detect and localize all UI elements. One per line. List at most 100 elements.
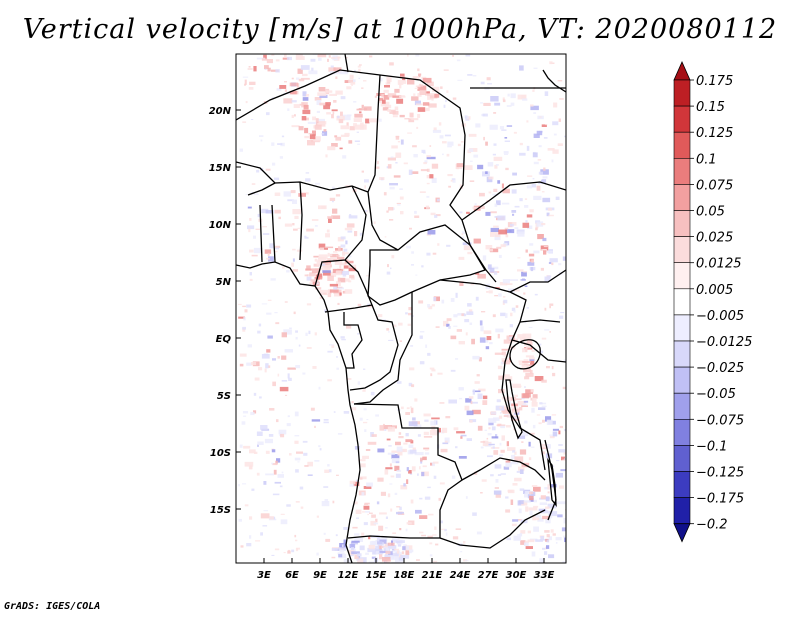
field-cell xyxy=(546,539,550,543)
field-cell xyxy=(450,179,454,182)
field-cell xyxy=(419,191,426,193)
field-cell xyxy=(419,497,423,500)
field-cell xyxy=(383,425,392,430)
field-cell xyxy=(485,346,490,350)
field-cell xyxy=(323,419,329,421)
field-cell xyxy=(511,523,517,527)
field-cell xyxy=(406,407,410,410)
field-cell xyxy=(494,216,502,218)
field-cell xyxy=(533,505,539,508)
field-cell xyxy=(356,108,362,111)
field-cell xyxy=(394,492,398,495)
field-cell xyxy=(505,496,509,499)
field-cell xyxy=(369,118,378,123)
field-cell xyxy=(316,273,323,279)
field-cell xyxy=(530,104,534,107)
field-cell xyxy=(393,175,401,178)
field-cell xyxy=(540,536,544,540)
field-cell xyxy=(502,296,506,298)
field-cell xyxy=(526,145,530,151)
field-cell xyxy=(415,509,422,514)
field-cell xyxy=(307,461,313,467)
field-cell xyxy=(396,506,401,508)
field-cell xyxy=(526,346,532,349)
field-cell xyxy=(386,210,389,213)
field-cell xyxy=(491,426,496,431)
field-cell xyxy=(540,267,544,271)
field-cell xyxy=(533,133,540,138)
field-cell xyxy=(563,452,566,455)
field-cell xyxy=(328,469,332,473)
field-cell xyxy=(550,515,553,519)
field-cell xyxy=(456,163,464,168)
field-cell xyxy=(318,121,327,125)
field-cell xyxy=(496,246,502,249)
field-cell xyxy=(521,271,527,277)
field-cell xyxy=(531,407,535,413)
field-cell xyxy=(538,508,547,512)
field-cell xyxy=(396,202,401,204)
field-cell xyxy=(364,179,369,183)
field-cell xyxy=(301,116,307,121)
field-cell xyxy=(375,166,380,169)
field-cell xyxy=(448,399,457,404)
field-cell xyxy=(468,148,474,152)
field-cell xyxy=(310,58,316,62)
field-cell xyxy=(501,435,505,441)
field-cell xyxy=(324,469,330,473)
field-cell xyxy=(456,329,462,332)
field-cell xyxy=(513,416,518,419)
field-cell xyxy=(293,104,300,108)
field-cell xyxy=(472,409,481,415)
field-cell xyxy=(353,481,360,487)
field-cell xyxy=(474,381,480,384)
field-cell xyxy=(401,551,405,555)
colorbar-label: 0.1 xyxy=(696,152,717,167)
field-cell xyxy=(384,554,391,559)
field-cell xyxy=(470,160,473,162)
field-cell xyxy=(424,452,430,455)
field-cell xyxy=(268,434,274,437)
field-cell xyxy=(300,65,310,70)
field-cell xyxy=(403,80,407,84)
field-cell xyxy=(285,394,288,396)
field-cell xyxy=(501,348,510,351)
field-cell xyxy=(530,446,535,448)
field-cell xyxy=(531,184,537,188)
field-cell xyxy=(310,279,319,282)
field-cell xyxy=(249,249,254,253)
field-cell xyxy=(422,465,427,468)
field-cell xyxy=(255,228,260,230)
border-congo xyxy=(343,304,399,391)
field-cell xyxy=(429,106,431,108)
field-cell xyxy=(343,262,346,266)
field-cell xyxy=(248,87,254,90)
field-cell xyxy=(357,303,362,307)
field-cell xyxy=(287,108,290,111)
field-cell xyxy=(472,389,475,395)
field-cell xyxy=(353,101,357,103)
lon-label: 3E xyxy=(257,570,271,581)
field-cell xyxy=(526,185,532,189)
field-cell xyxy=(521,393,530,399)
field-cell xyxy=(525,220,528,223)
field-cell xyxy=(281,135,285,138)
field-cell xyxy=(239,353,247,357)
field-cell xyxy=(386,438,391,441)
field-cell xyxy=(417,107,426,112)
field-cell xyxy=(522,403,528,406)
field-cell xyxy=(531,350,535,352)
field-cell xyxy=(244,79,247,85)
field-cell xyxy=(399,506,402,511)
field-cell xyxy=(287,415,290,418)
field-cell xyxy=(409,406,412,408)
colorbar-label: −0.075 xyxy=(696,413,744,428)
field-cell xyxy=(455,528,462,530)
field-cell xyxy=(475,123,481,128)
field-cell xyxy=(357,333,360,335)
field-cell xyxy=(394,88,400,93)
field-cell xyxy=(305,172,310,174)
field-cell xyxy=(335,270,342,276)
field-cell xyxy=(411,251,414,254)
field-cell xyxy=(369,55,373,58)
